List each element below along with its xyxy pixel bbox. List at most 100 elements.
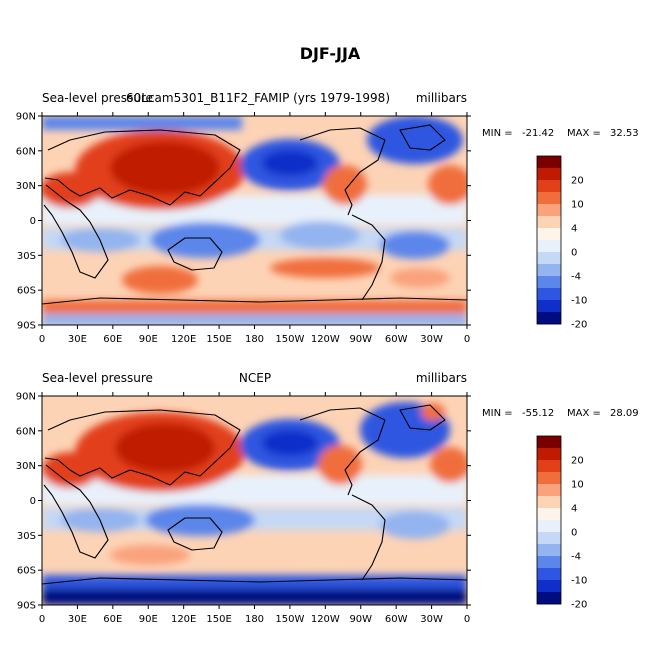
lat-tick-label: 30N xyxy=(16,461,36,472)
colorbar-segment xyxy=(537,472,561,485)
colorbar-tick-label: 10 xyxy=(571,200,584,211)
colorbar-segment xyxy=(537,568,561,581)
colorbar: 20 10 4 0 -4 -10 -20 xyxy=(536,435,587,611)
lon-tick-label: 120E xyxy=(171,614,196,625)
colorbar-segment xyxy=(537,288,561,301)
lon-tick-label: 150E xyxy=(206,614,231,625)
colorbar-tick-label: -10 xyxy=(571,576,587,587)
colorbar-segment xyxy=(537,436,561,449)
lon-tick-label: 180 xyxy=(245,334,264,345)
lat-tick-label: 60N xyxy=(16,146,36,157)
lon-tick-label: 0 xyxy=(39,334,45,345)
colorbar-segment xyxy=(537,252,561,265)
min-value: -21.42 xyxy=(522,128,554,139)
min-label: MIN = xyxy=(482,128,513,139)
colorbar-tick-label: -20 xyxy=(571,600,587,611)
panel-center-title: 60Lcam5301_B11F2_FAMIP (yrs 1979-1998) xyxy=(126,91,390,105)
lat-tick-label: 30S xyxy=(17,251,36,262)
colorbar-segment xyxy=(537,484,561,497)
lon-tick-label: 90E xyxy=(139,334,158,345)
lon-tick-label: 60W xyxy=(385,614,408,625)
colorbar-tick-label: -4 xyxy=(571,552,581,563)
panel-left-title: Sea-level pressure xyxy=(42,371,153,385)
max-label: MAX = xyxy=(567,408,601,419)
lon-tick-label: 30E xyxy=(68,334,87,345)
lat-tick-label: 90S xyxy=(17,321,36,332)
max-label: MAX = xyxy=(567,128,601,139)
colorbar-segment xyxy=(537,520,561,533)
colorbar-frame xyxy=(536,155,562,325)
colorbar-tick-label: -10 xyxy=(571,296,587,307)
colorbar-segment xyxy=(537,240,561,253)
lon-tick-label: 30E xyxy=(68,614,87,625)
min-value: -55.12 xyxy=(522,408,554,419)
lat-tick-label: 60N xyxy=(16,426,36,437)
lon-tick-label: 60W xyxy=(385,334,408,345)
colorbar-tick-label: 0 xyxy=(571,248,577,259)
max-value: 28.09 xyxy=(610,408,639,419)
lon-tick-label: 150E xyxy=(206,334,231,345)
lat-tick-label: 90N xyxy=(16,392,36,403)
colorbar-segment xyxy=(537,276,561,289)
lon-tick-label: 0 xyxy=(39,614,45,625)
colorbar-tick-label: 4 xyxy=(571,504,577,515)
coastlines xyxy=(42,404,467,585)
lon-tick-label: 60E xyxy=(103,334,122,345)
lat-tick-label: 0 xyxy=(30,496,36,507)
lon-tick-label: 150W xyxy=(275,334,304,345)
colorbar-frame xyxy=(536,435,562,605)
colorbar-tick-label: 20 xyxy=(571,176,584,187)
colorbar-tick-label: 4 xyxy=(571,224,577,235)
lon-tick-label: 150W xyxy=(275,614,304,625)
colorbar-segment xyxy=(537,496,561,509)
colorbar-segment xyxy=(537,264,561,277)
lon-axis: 0 30E 60E 90E 120E 150E 180 150W 120W 90W 60W 30W 0 xyxy=(39,112,470,345)
lon-tick-label: 90E xyxy=(139,614,158,625)
lat-tick-label: 0 xyxy=(30,216,36,227)
lon-tick-label: 0 xyxy=(464,614,470,625)
max-value: 32.53 xyxy=(610,128,639,139)
colorbar-segment xyxy=(537,580,561,593)
panel-model: Sea-level pressure 60Lcam5301_B11F2_FAMI… xyxy=(16,91,639,345)
lat-tick-label: 90S xyxy=(17,601,36,612)
lon-tick-label: 90W xyxy=(349,334,372,345)
lat-tick-label: 30N xyxy=(16,181,36,192)
panel-units: millibars xyxy=(416,91,467,105)
colorbar-segment xyxy=(537,508,561,521)
figure-title: DJF-JJA xyxy=(300,44,361,63)
lat-axis: 90N 60N 30N 0 30S 60S 90S xyxy=(16,112,471,332)
lon-tick-label: 30W xyxy=(420,614,443,625)
colorbar-segment xyxy=(537,544,561,557)
lon-tick-label: 120W xyxy=(311,334,340,345)
colorbar-segment xyxy=(537,168,561,181)
colorbar-segment xyxy=(537,180,561,193)
lat-tick-label: 30S xyxy=(17,531,36,542)
colorbar-tick-label: -4 xyxy=(571,272,581,283)
panel-ncep: Sea-level pressure NCEP millibars xyxy=(16,371,639,625)
colorbar-segment xyxy=(537,228,561,241)
colorbar-segment xyxy=(537,192,561,205)
lat-axis: 90N 60N 30N 0 30S 60S 90S xyxy=(16,392,471,612)
lat-tick-label: 60S xyxy=(17,286,36,297)
lon-tick-label: 180 xyxy=(245,614,264,625)
colorbar-tick-label: -20 xyxy=(571,320,587,331)
lon-tick-label: 30W xyxy=(420,334,443,345)
colorbar-segment xyxy=(537,156,561,169)
panel-left-title: Sea-level pressure xyxy=(42,91,153,105)
map-field xyxy=(42,396,467,605)
colorbar-segment xyxy=(537,556,561,569)
colorbar-segment xyxy=(537,460,561,473)
colorbar-segment xyxy=(537,448,561,461)
map-field xyxy=(42,116,467,325)
coastlines xyxy=(42,124,467,305)
colorbar-segment xyxy=(537,300,561,313)
colorbar-segment xyxy=(537,312,561,325)
min-label: MIN = xyxy=(482,408,513,419)
lon-axis: 0 30E 60E 90E 120E 150E 180 150W 120W 90W 60W 30W 0 xyxy=(39,392,470,625)
lon-tick-label: 60E xyxy=(103,614,122,625)
panel-units: millibars xyxy=(416,371,467,385)
panel-center-title: NCEP xyxy=(239,371,271,385)
colorbar-tick-label: 0 xyxy=(571,528,577,539)
colorbar-tick-label: 20 xyxy=(571,456,584,467)
